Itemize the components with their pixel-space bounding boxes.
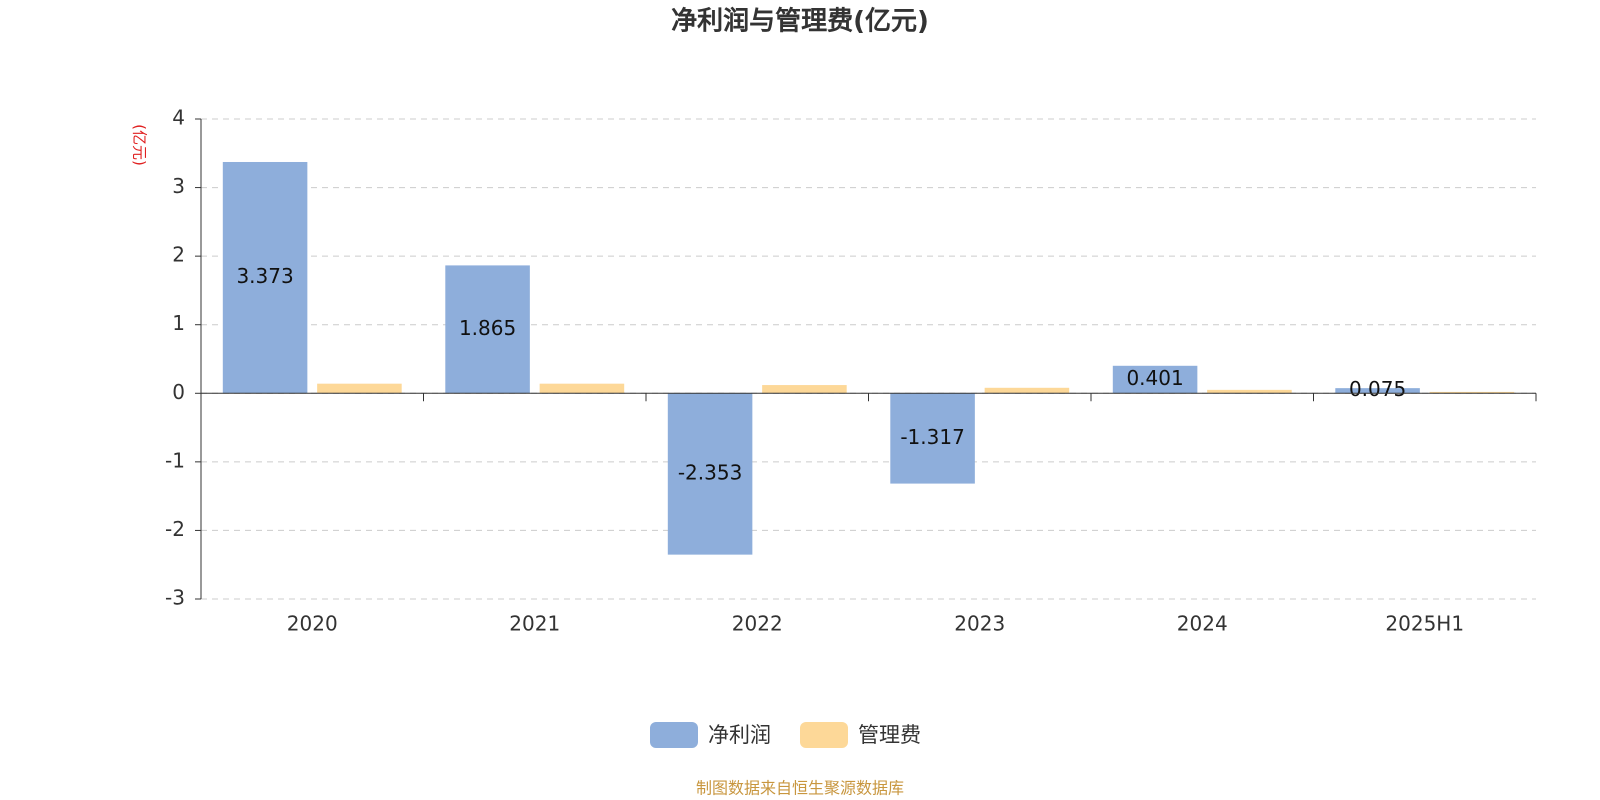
y-tick-label: -2 — [165, 517, 185, 541]
bar — [984, 387, 1070, 394]
legend-label: 净利润 — [708, 723, 771, 747]
y-tick-label: 0 — [172, 380, 185, 404]
y-tick-label: -1 — [165, 448, 185, 472]
bar — [1207, 389, 1292, 394]
bar — [539, 383, 625, 394]
data-label: 3.373 — [236, 264, 293, 288]
legend-swatch — [800, 722, 848, 748]
bar — [762, 385, 847, 394]
data-label: 0.401 — [1126, 366, 1183, 390]
x-tick-label: 2020 — [287, 612, 338, 636]
legend-swatch — [650, 722, 698, 748]
y-tick-label: 3 — [172, 174, 185, 198]
bar — [222, 161, 308, 394]
data-label: -2.353 — [678, 460, 742, 484]
legend-label: 管理费 — [858, 723, 921, 747]
x-tick-label: 2023 — [954, 612, 1005, 636]
y-tick-label: 4 — [172, 106, 185, 130]
bar — [1335, 388, 1420, 394]
bar — [445, 265, 530, 394]
data-label: 0.075 — [1349, 377, 1406, 401]
data-label: 1.865 — [459, 316, 516, 340]
x-tick-label: 2025H1 — [1385, 612, 1464, 636]
y-tick-label: 2 — [172, 243, 185, 267]
y-tick-label: -3 — [165, 586, 185, 610]
bar — [667, 393, 753, 555]
bar — [1429, 391, 1515, 394]
y-tick-label: 1 — [172, 311, 185, 335]
x-tick-label: 2021 — [509, 612, 560, 636]
bar — [890, 393, 975, 484]
chart-title: 净利润与管理费(亿元) — [671, 6, 929, 37]
bar — [317, 383, 402, 394]
y-axis-label: (亿元) — [131, 124, 149, 166]
source-note: 制图数据来自恒生聚源数据库 — [696, 779, 904, 798]
bar — [1112, 365, 1198, 394]
x-tick-label: 2024 — [1177, 612, 1228, 636]
data-label: -1.317 — [900, 425, 964, 449]
x-tick-label: 2022 — [732, 612, 783, 636]
